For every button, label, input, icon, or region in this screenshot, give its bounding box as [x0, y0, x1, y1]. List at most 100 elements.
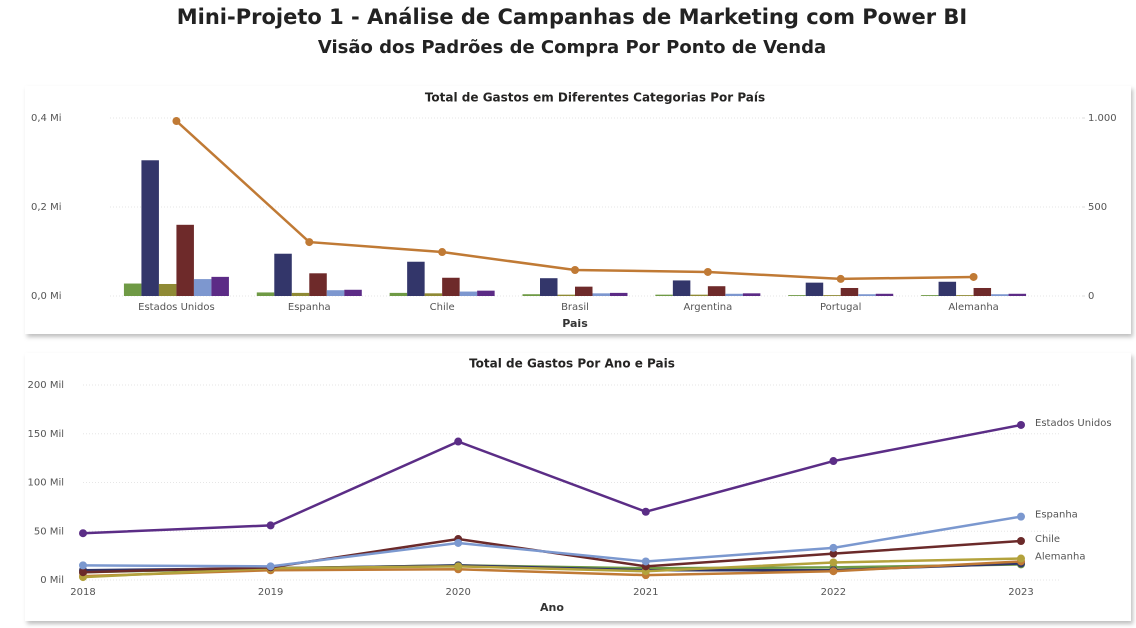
y-tick-label: 0 Mil: [40, 575, 64, 586]
point: [836, 274, 845, 283]
x-tick-label: 2021: [633, 587, 658, 598]
bar: [557, 294, 575, 296]
y-tick-label: 0,4 Mi: [31, 113, 62, 124]
x-tick-label: 2020: [445, 587, 470, 598]
bar: [176, 224, 194, 296]
bar: [211, 276, 229, 296]
point: [829, 567, 838, 576]
bar: [123, 283, 142, 296]
point: [969, 272, 978, 281]
point: [266, 562, 275, 571]
point: [703, 267, 712, 276]
point: [1017, 512, 1025, 521]
series-label: Espanha: [1035, 510, 1078, 521]
x-axis-title: Pais: [562, 317, 588, 330]
point: [641, 507, 650, 516]
y-tick-label: 0,2 Mi: [31, 202, 62, 213]
y2-tick-label: 0: [1088, 291, 1094, 302]
bar: [592, 293, 610, 296]
x-tick-label: 2022: [821, 587, 846, 598]
y-tick-label: 150 Mil: [28, 429, 64, 440]
point: [79, 568, 87, 577]
point: [1017, 554, 1025, 563]
x-tick-label: Espanha: [288, 302, 331, 313]
point: [829, 543, 838, 552]
bar: [274, 253, 292, 296]
point: [266, 521, 275, 530]
point: [829, 457, 838, 466]
bar: [477, 290, 495, 296]
chart-title: Total de Gastos em Diferentes Categorias…: [425, 91, 765, 105]
point: [438, 248, 447, 257]
series-label: Estados Unidos: [1035, 418, 1112, 429]
bar: [823, 295, 841, 296]
point: [571, 266, 579, 275]
bar: [610, 292, 628, 296]
point: [1017, 537, 1025, 545]
series-label: Alemanha: [1035, 552, 1085, 563]
bar: [309, 273, 327, 296]
point: [641, 557, 650, 566]
bar: [655, 294, 673, 296]
bar: [956, 295, 974, 296]
point: [454, 538, 463, 547]
line: [82, 560, 1022, 578]
bar: [575, 286, 593, 296]
bar: [407, 261, 425, 296]
bar: [805, 282, 824, 296]
bar: [973, 287, 992, 296]
y2-tick-label: 1.000: [1088, 113, 1117, 124]
y2-tick-label: 500: [1088, 202, 1107, 213]
y-tick-label: 200 Mil: [28, 380, 64, 391]
bar: [256, 292, 275, 296]
bar: [707, 286, 726, 296]
point: [454, 562, 463, 571]
series-label: Chile: [1035, 534, 1060, 545]
x-tick-label: Chile: [430, 302, 455, 313]
point: [829, 549, 838, 558]
bar: [1008, 293, 1027, 296]
bar: [459, 291, 478, 296]
bar: [442, 277, 460, 296]
bar: [938, 281, 957, 296]
bar: [522, 294, 540, 296]
bar: [725, 293, 743, 296]
y-tick-label: 100 Mil: [28, 478, 64, 489]
y-tick-label: 50 Mil: [34, 526, 64, 537]
bar: [141, 160, 159, 296]
x-tick-label: 2018: [70, 587, 95, 598]
bar: [540, 278, 558, 296]
bar: [921, 295, 939, 296]
point: [305, 238, 314, 247]
x-tick-label: Brasil: [561, 302, 589, 313]
x-tick-label: 2019: [258, 587, 283, 598]
x-axis-title: Ano: [540, 601, 564, 614]
bar: [424, 293, 443, 296]
bar: [344, 289, 362, 296]
bar: [840, 287, 859, 296]
point: [1017, 420, 1025, 429]
point: [829, 558, 838, 567]
bar: [875, 293, 894, 296]
point: [79, 561, 87, 570]
y-tick-label: 0,0 Mi: [31, 291, 62, 302]
x-tick-label: 2023: [1008, 587, 1033, 598]
bar: [158, 283, 177, 296]
x-tick-label: Alemanha: [948, 302, 998, 313]
point: [454, 437, 463, 446]
x-tick-label: Argentina: [683, 302, 732, 313]
line: [82, 557, 1022, 579]
x-tick-label: Estados Unidos: [138, 302, 215, 313]
bar: [389, 292, 408, 296]
point: [79, 529, 87, 538]
bar: [991, 294, 1009, 296]
point: [172, 117, 181, 126]
x-tick-label: Portugal: [820, 302, 861, 313]
panel: [25, 86, 1131, 334]
bar: [742, 293, 761, 296]
bar: [193, 279, 212, 296]
bar: [291, 292, 310, 296]
bar: [672, 280, 691, 296]
bar: [690, 294, 708, 296]
